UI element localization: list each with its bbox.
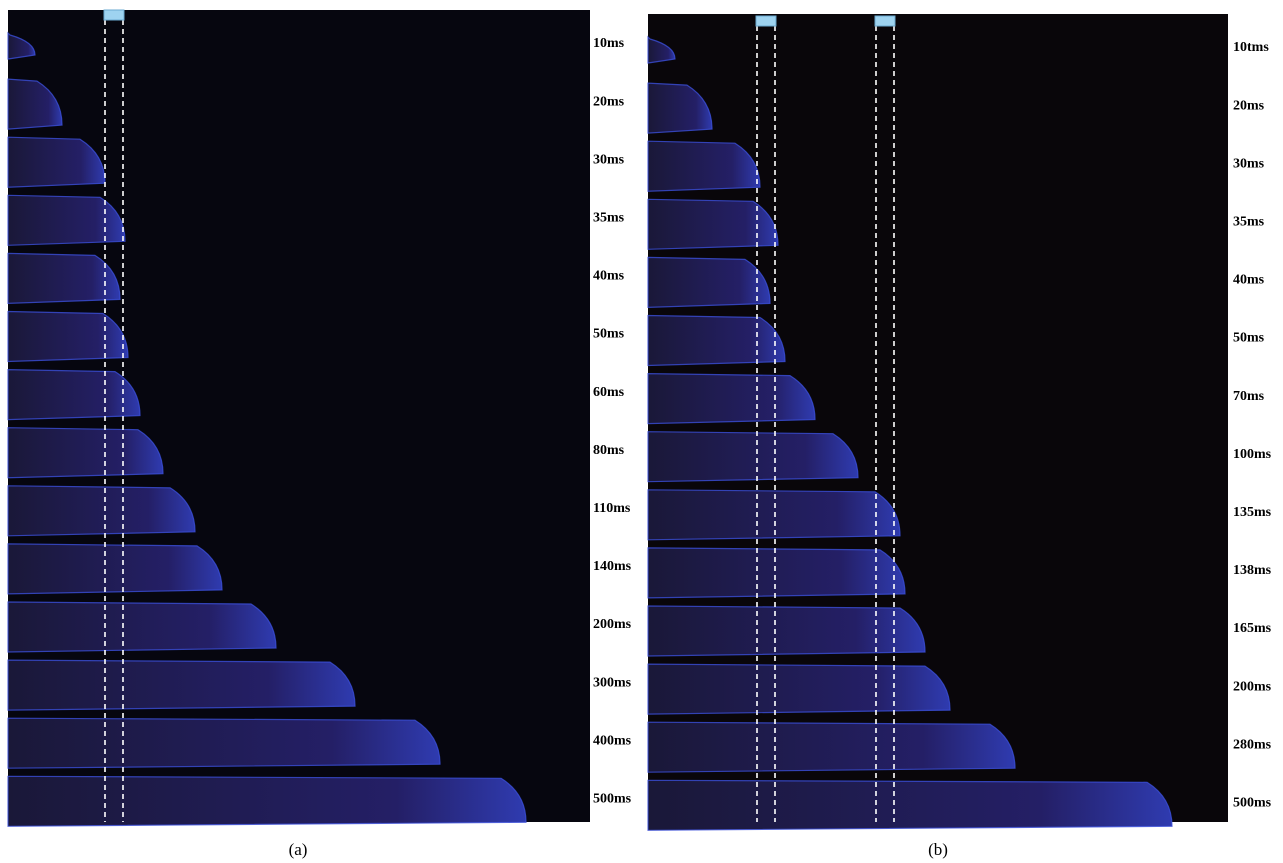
frame-label: 200ms xyxy=(1233,679,1272,694)
plume xyxy=(7,252,121,305)
frame-label: 100ms xyxy=(1233,447,1272,462)
frame-label: 60ms xyxy=(593,385,625,400)
plume xyxy=(7,485,196,537)
frame-label: 30ms xyxy=(593,152,625,167)
plume xyxy=(7,775,527,827)
caption: (a) xyxy=(289,840,308,859)
plume xyxy=(7,427,164,479)
plume xyxy=(647,82,713,134)
frame-label: 165ms xyxy=(1233,621,1272,636)
plume xyxy=(647,431,859,483)
dashed-lines xyxy=(104,20,895,822)
plumes-b xyxy=(647,35,1173,831)
plume xyxy=(7,310,129,363)
plume xyxy=(647,779,1173,831)
plume xyxy=(647,663,951,715)
frame-label: 135ms xyxy=(1233,505,1272,520)
marker xyxy=(103,9,125,21)
marker xyxy=(874,15,896,27)
frame-label: 50ms xyxy=(593,327,625,342)
frame-label: 10tms xyxy=(1233,40,1269,55)
plume xyxy=(647,314,786,367)
frame-label: 280ms xyxy=(1233,737,1272,752)
plume xyxy=(7,368,141,421)
frame-label: 50ms xyxy=(1233,331,1265,346)
plume xyxy=(647,35,676,64)
frame-label: 40ms xyxy=(1233,273,1265,288)
plume xyxy=(7,78,63,130)
frame-label: 80ms xyxy=(593,443,625,458)
frame-label: 140ms xyxy=(593,559,632,574)
plume xyxy=(7,543,223,595)
frame-label: 200ms xyxy=(593,617,632,632)
frame-label: 20ms xyxy=(1233,98,1265,113)
plume xyxy=(647,140,761,192)
caption: (b) xyxy=(928,840,948,859)
frame-label: 10ms xyxy=(593,36,625,51)
frame-label: 500ms xyxy=(1233,796,1272,811)
plume xyxy=(7,31,36,60)
plume xyxy=(7,194,126,246)
frame-label: 30ms xyxy=(1233,156,1265,171)
frame-label: 500ms xyxy=(593,792,632,807)
plume xyxy=(647,721,1016,773)
frame-label: 35ms xyxy=(593,211,625,226)
plume xyxy=(7,717,441,769)
frame-label: 70ms xyxy=(1233,389,1265,404)
marker xyxy=(755,15,777,27)
plume xyxy=(647,489,901,541)
plume xyxy=(647,547,906,599)
frame-label: 110ms xyxy=(593,501,631,516)
frame-label: 300ms xyxy=(593,675,632,690)
frame-label: 40ms xyxy=(593,269,625,284)
frame-label: 400ms xyxy=(593,733,632,748)
plume xyxy=(7,659,356,711)
plumes-a xyxy=(7,31,527,827)
frame-label: 138ms xyxy=(1233,563,1272,578)
plume xyxy=(647,256,771,309)
plume xyxy=(647,372,816,425)
plume xyxy=(647,198,779,250)
frame-label: 20ms xyxy=(593,94,625,109)
frame-label: 35ms xyxy=(1233,215,1265,230)
markers xyxy=(103,9,896,27)
plume xyxy=(7,601,277,653)
plume xyxy=(647,605,926,657)
